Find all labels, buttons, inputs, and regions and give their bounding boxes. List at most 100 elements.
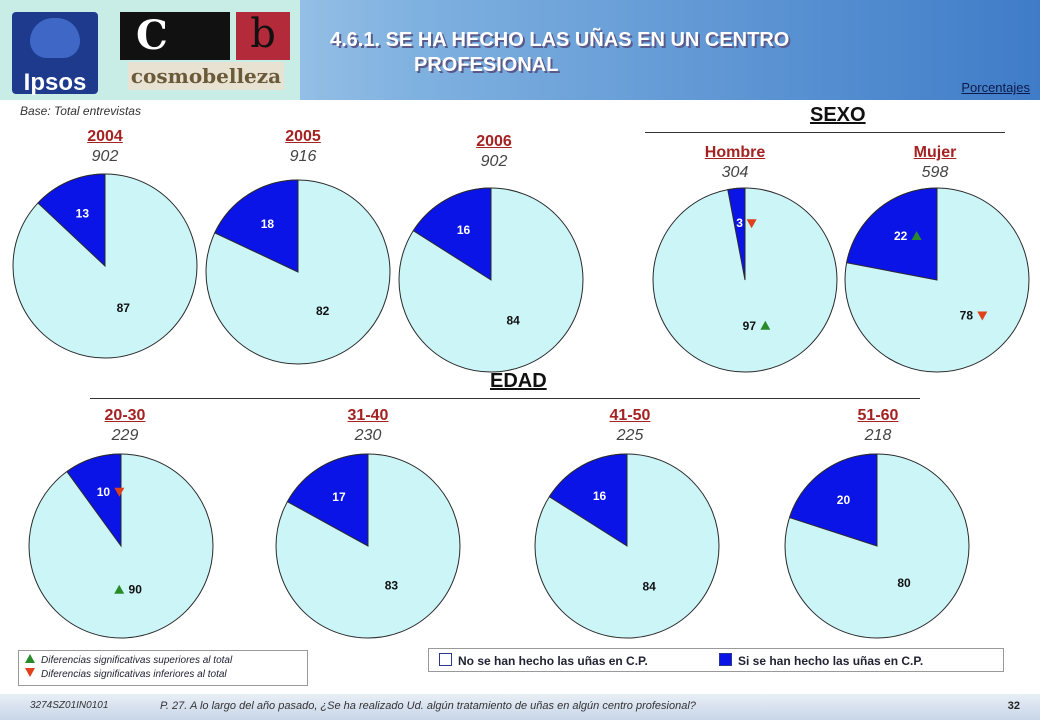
- pie-base-n-2: 902: [480, 153, 508, 170]
- pie-title-1: 2005: [285, 128, 321, 145]
- pie-header-2: 2006 902: [444, 133, 544, 171]
- pie-value-si-0: 13: [76, 207, 90, 221]
- footer-bar: [0, 694, 1040, 720]
- pie-title-7: 41-50: [609, 407, 651, 424]
- pie-header-3: Hombre 304: [685, 144, 785, 182]
- pie-title-3: Hombre: [704, 144, 766, 161]
- pie-title-4: Mujer: [913, 144, 957, 161]
- legend-item-si: Si se han hecho las uñas en C.P.: [719, 653, 923, 668]
- pie-header-7: 41-50 225: [580, 407, 680, 445]
- pie-value-no-6: 83: [385, 579, 399, 593]
- section-sexo-title: SEXO: [810, 104, 866, 126]
- pie-slice-si-3: [727, 187, 746, 281]
- pie-base-n-8: 218: [864, 427, 892, 444]
- pie-base-n-7: 225: [616, 427, 644, 444]
- pie-slice-si-4: [846, 187, 938, 281]
- legend-label-si: Si se han hecho las uñas en C.P.: [738, 654, 924, 668]
- pie-value-si-1: 18: [261, 217, 275, 231]
- pie-header-8: 51-60 218: [828, 407, 928, 445]
- pie-title-0: 2004: [87, 128, 123, 145]
- units-label: Porcentajes: [961, 80, 1030, 95]
- pie-value-no-5: 90: [129, 583, 143, 597]
- pie-base-n-0: 902: [91, 148, 119, 165]
- pie-header-5: 20-30 229: [75, 407, 175, 445]
- base-label: Base: Total entrevistas: [20, 104, 141, 118]
- title-line-2: PROFESIONAL: [414, 54, 559, 76]
- pie-slice-si-1: [214, 179, 299, 273]
- pie-value-si-7: 16: [593, 489, 607, 503]
- pie-slice-si-0: [37, 173, 106, 268]
- pie-value-si-6: 17: [332, 490, 346, 504]
- sig-up-row: Diferencias significativas superiores al…: [25, 654, 301, 668]
- cosmobelleza-logo: cosmobelleza: [128, 62, 284, 90]
- pie-3: 3 97: [652, 187, 838, 373]
- page-number: 32: [1007, 700, 1020, 712]
- pie-header-4: Mujer 598: [885, 144, 985, 182]
- pie-title-5: 20-30: [104, 407, 146, 424]
- ipsos-logo: Ipsos: [12, 12, 98, 96]
- pie-header-1: 2005 916: [253, 128, 353, 166]
- pie-slice-si-6: [286, 453, 369, 547]
- pie-title-6: 31-40: [347, 407, 389, 424]
- report-reference: 3274SZ01IN0101: [30, 700, 109, 711]
- sig-down-icon-4-no: [977, 311, 988, 321]
- pie-value-si-3: 3: [736, 216, 743, 230]
- significance-legend: Diferencias significativas superiores al…: [18, 650, 308, 686]
- pie-slice-si-7: [548, 453, 628, 547]
- sig-up-label: Diferencias significativas superiores al…: [41, 655, 233, 666]
- legend-swatch-no: [439, 653, 452, 666]
- sig-up-icon-3-no: [760, 320, 771, 330]
- pie-base-n-6: 230: [354, 427, 382, 444]
- logo-area: Ipsos C b cosmobelleza: [0, 0, 300, 100]
- pie-4: 22 78: [844, 187, 1030, 373]
- section-edad-title: EDAD: [490, 370, 547, 392]
- down-triangle-icon: [25, 668, 35, 677]
- sig-up-icon-5-no: [114, 584, 125, 594]
- pie-header-0: 2004 902: [55, 128, 155, 166]
- pie-value-no-7: 84: [642, 579, 656, 593]
- sig-down-icon-3-si: [746, 219, 757, 229]
- sig-down-icon-5-si: [114, 487, 125, 497]
- pie-value-si-8: 20: [837, 493, 851, 507]
- pie-value-si-2: 16: [457, 223, 471, 237]
- pie-value-no-1: 82: [316, 304, 330, 318]
- pie-value-no-0: 87: [117, 301, 131, 315]
- pie-title-2: 2006: [476, 133, 512, 150]
- pie-value-no-4: 78: [960, 308, 974, 322]
- pie-value-no-3: 97: [743, 319, 757, 333]
- sig-up-icon-4-si: [911, 231, 922, 241]
- cb-logo-c: C: [120, 12, 230, 60]
- title-line-1: 4.6.1. SE HA HECHO LAS UÑAS EN UN CENTRO: [330, 29, 790, 51]
- legend-item-no: No se han hecho las uñas en C.P.: [439, 653, 648, 668]
- pie-base-n-1: 916: [289, 148, 317, 165]
- series-legend: No se han hecho las uñas en C.P. Si se h…: [428, 648, 1004, 672]
- pie-value-si-4: 22: [894, 229, 908, 243]
- pie-value-no-2: 84: [506, 313, 520, 327]
- pie-slice-si-8: [788, 453, 878, 547]
- up-triangle-icon: [25, 654, 35, 663]
- pie-slice-si-5: [66, 453, 122, 548]
- pie-5: 10 90: [28, 453, 214, 639]
- pie-0: 13 87: [12, 173, 198, 359]
- survey-question: P. 27. A lo largo del año pasado, ¿Se ha…: [160, 700, 696, 712]
- pie-slice-si-2: [412, 187, 492, 281]
- ipsos-face-icon: [30, 18, 80, 58]
- pie-value-no-8: 80: [897, 576, 911, 590]
- pie-base-n-3: 304: [721, 164, 749, 181]
- pie-title-8: 51-60: [857, 407, 899, 424]
- pie-base-n-4: 598: [921, 164, 949, 181]
- sig-down-row: Diferencias significativas inferiores al…: [25, 668, 301, 682]
- edad-divider: [90, 398, 920, 399]
- sexo-divider: [645, 132, 1005, 133]
- legend-label-no: No se han hecho las uñas en C.P.: [458, 654, 648, 668]
- pie-header-6: 31-40 230: [318, 407, 418, 445]
- pie-base-n-5: 229: [111, 427, 139, 444]
- page-title: 4.6.1. SE HA HECHO LAS UÑAS EN UN CENTRO…: [330, 28, 920, 78]
- pie-value-si-5: 10: [97, 485, 111, 499]
- ipsos-logo-text: Ipsos: [23, 69, 87, 96]
